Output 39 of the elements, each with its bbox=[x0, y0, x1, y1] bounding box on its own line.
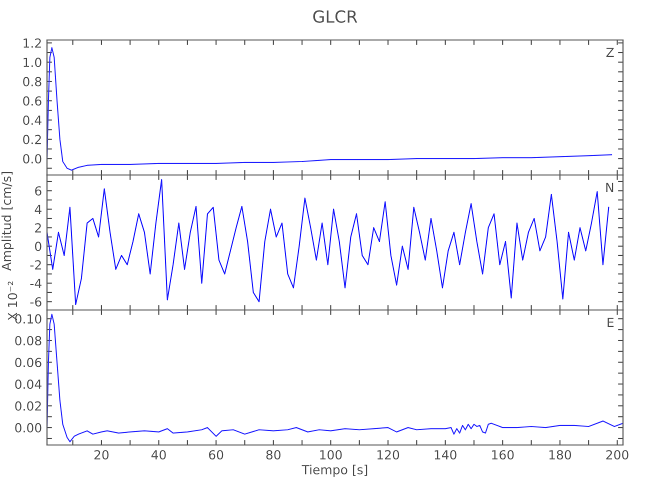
y-tick-label: 4 bbox=[34, 204, 42, 214]
annotation: N bbox=[606, 182, 614, 192]
y-tick-label: 1.0 bbox=[24, 58, 42, 68]
x-tick-label: 40 bbox=[151, 450, 166, 460]
y-tick-label: 0.6 bbox=[23, 96, 42, 106]
y-tick-label: 6 bbox=[35, 186, 42, 196]
annotation: Z bbox=[606, 48, 614, 57]
y-tick-label: -6 bbox=[30, 297, 42, 307]
y-tick-label: 0.8 bbox=[23, 76, 42, 86]
y-tick-label: 0.0 bbox=[23, 154, 42, 164]
y-tick-label: 0.4 bbox=[23, 116, 42, 125]
y-tick-label: 0.00 bbox=[15, 423, 42, 433]
y-tick-label: 0.2 bbox=[23, 134, 41, 144]
y-axis-title: Amplitud [cm/s] bbox=[1, 172, 14, 271]
x-tick-label: 80 bbox=[266, 450, 281, 460]
y-tick-label: 1.2 bbox=[24, 38, 41, 48]
text: X 10⁻² bbox=[8, 282, 18, 320]
line-series bbox=[47, 47, 612, 171]
x-tick-label: 160 bbox=[492, 450, 514, 460]
y-tick-label: 0.02 bbox=[15, 401, 41, 411]
x-axis-title: Tiempo [s] bbox=[302, 464, 368, 477]
x-tick-label: 100 bbox=[320, 450, 342, 460]
chart-title: GLCR bbox=[313, 10, 358, 23]
x-tick-label: 140 bbox=[434, 450, 456, 460]
line-series bbox=[47, 314, 623, 442]
y-tick-label: 0.10 bbox=[15, 314, 42, 324]
x-tick-label: 180 bbox=[549, 450, 572, 460]
x-tick-label: 20 bbox=[94, 450, 109, 460]
y-tick-label: 0.04 bbox=[15, 380, 42, 389]
y-tick-label: 2 bbox=[35, 223, 41, 232]
y-tick-label: 0.08 bbox=[15, 336, 42, 346]
y-tick-label: 0 bbox=[35, 242, 42, 252]
annotation: E bbox=[608, 318, 614, 327]
x-tick-label: 60 bbox=[208, 450, 224, 460]
x-tick-label: 200 bbox=[606, 450, 628, 460]
y-tick-label: -2 bbox=[30, 260, 41, 270]
x-tick-label: 120 bbox=[377, 450, 400, 460]
y-tick-label: 0.06 bbox=[15, 358, 42, 368]
y-tick-label: -4 bbox=[30, 278, 42, 288]
